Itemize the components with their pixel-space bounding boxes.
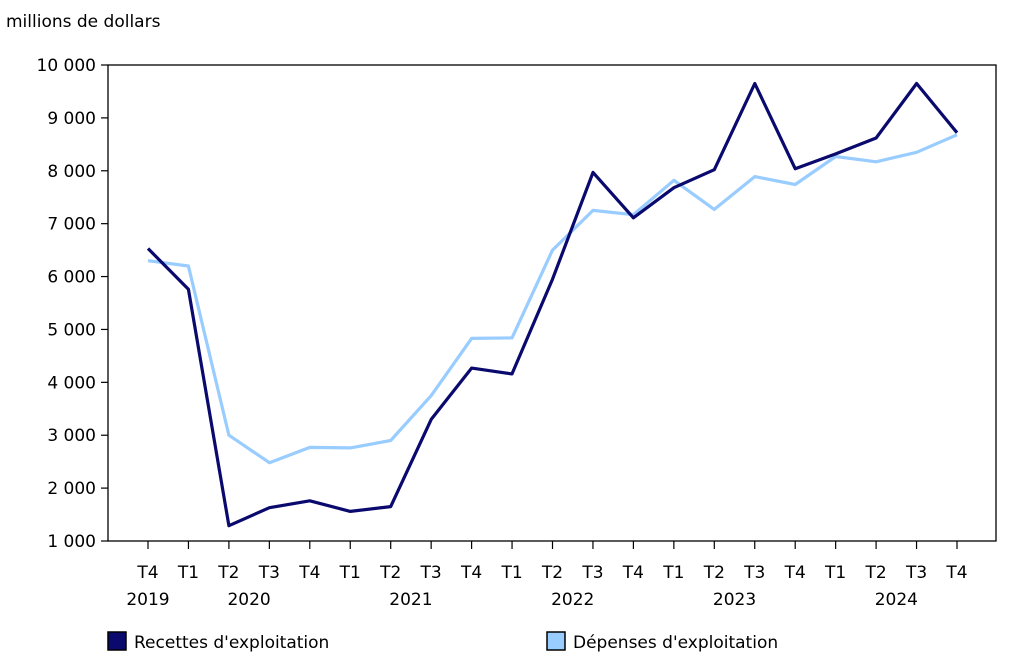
y-tick-label: 5 000 bbox=[47, 320, 96, 340]
y-tick-label: 9 000 bbox=[47, 109, 96, 129]
year-label: 2024 bbox=[875, 590, 918, 610]
x-tick-label: T4 bbox=[136, 563, 158, 583]
x-tick-label: T4 bbox=[945, 563, 967, 583]
y-tick-label: 10 000 bbox=[37, 56, 96, 76]
x-tick-label: T2 bbox=[541, 563, 563, 583]
x-tick-label: T4 bbox=[298, 563, 320, 583]
x-tick-label: T3 bbox=[905, 563, 927, 583]
x-tick-label: T4 bbox=[784, 563, 806, 583]
legend-label: Dépenses d'exploitation bbox=[573, 633, 778, 653]
year-label: 2020 bbox=[227, 590, 270, 610]
plot-frame bbox=[107, 64, 997, 542]
x-tick-label: T1 bbox=[177, 563, 199, 583]
x-tick-label: T1 bbox=[500, 563, 522, 583]
x-tick-label: T2 bbox=[703, 563, 725, 583]
y-tick-label: 8 000 bbox=[47, 162, 96, 182]
x-tick-label: T3 bbox=[258, 563, 280, 583]
y-tick-label: 6 000 bbox=[47, 268, 96, 288]
x-tick-label: T2 bbox=[379, 563, 401, 583]
x-tick-label: T2 bbox=[217, 563, 239, 583]
year-label: 2021 bbox=[389, 590, 432, 610]
x-tick-label: T3 bbox=[581, 563, 603, 583]
year-label: 2019 bbox=[126, 590, 169, 610]
series-layer bbox=[146, 81, 959, 528]
y-axis-title: millions de dollars bbox=[6, 12, 161, 32]
legend-swatch bbox=[546, 631, 566, 651]
series-line-d-penses-d-exploitation bbox=[147, 133, 958, 465]
x-tick-label: T3 bbox=[743, 563, 765, 583]
legend: Recettes d'exploitation Dépenses d'exploi… bbox=[107, 631, 778, 653]
x-tick-label: T2 bbox=[864, 563, 886, 583]
x-tick-label: T1 bbox=[824, 563, 846, 583]
y-tick-label: 4 000 bbox=[47, 373, 96, 393]
axes: 1 000 2 000 3 000 4 000 5 000 6 000 7 000 8 000… bbox=[37, 56, 997, 610]
x-tick-label: T3 bbox=[420, 563, 442, 583]
x-tick-label: T4 bbox=[460, 563, 482, 583]
x-tick-label: T4 bbox=[622, 563, 644, 583]
y-tick-label: 1 000 bbox=[47, 532, 96, 552]
x-tick-label: T1 bbox=[339, 563, 361, 583]
y-tick-label: 3 000 bbox=[47, 426, 96, 446]
y-tick-label: 2 000 bbox=[47, 479, 96, 499]
y-tick-label: 7 000 bbox=[47, 215, 96, 235]
year-label: 2022 bbox=[551, 590, 594, 610]
legend-label: Recettes d'exploitation bbox=[134, 633, 329, 653]
series-line-recettes-d-exploitation bbox=[146, 81, 959, 528]
year-label: 2023 bbox=[713, 590, 756, 610]
legend-swatch bbox=[107, 631, 127, 651]
x-tick-label: T1 bbox=[662, 563, 684, 583]
